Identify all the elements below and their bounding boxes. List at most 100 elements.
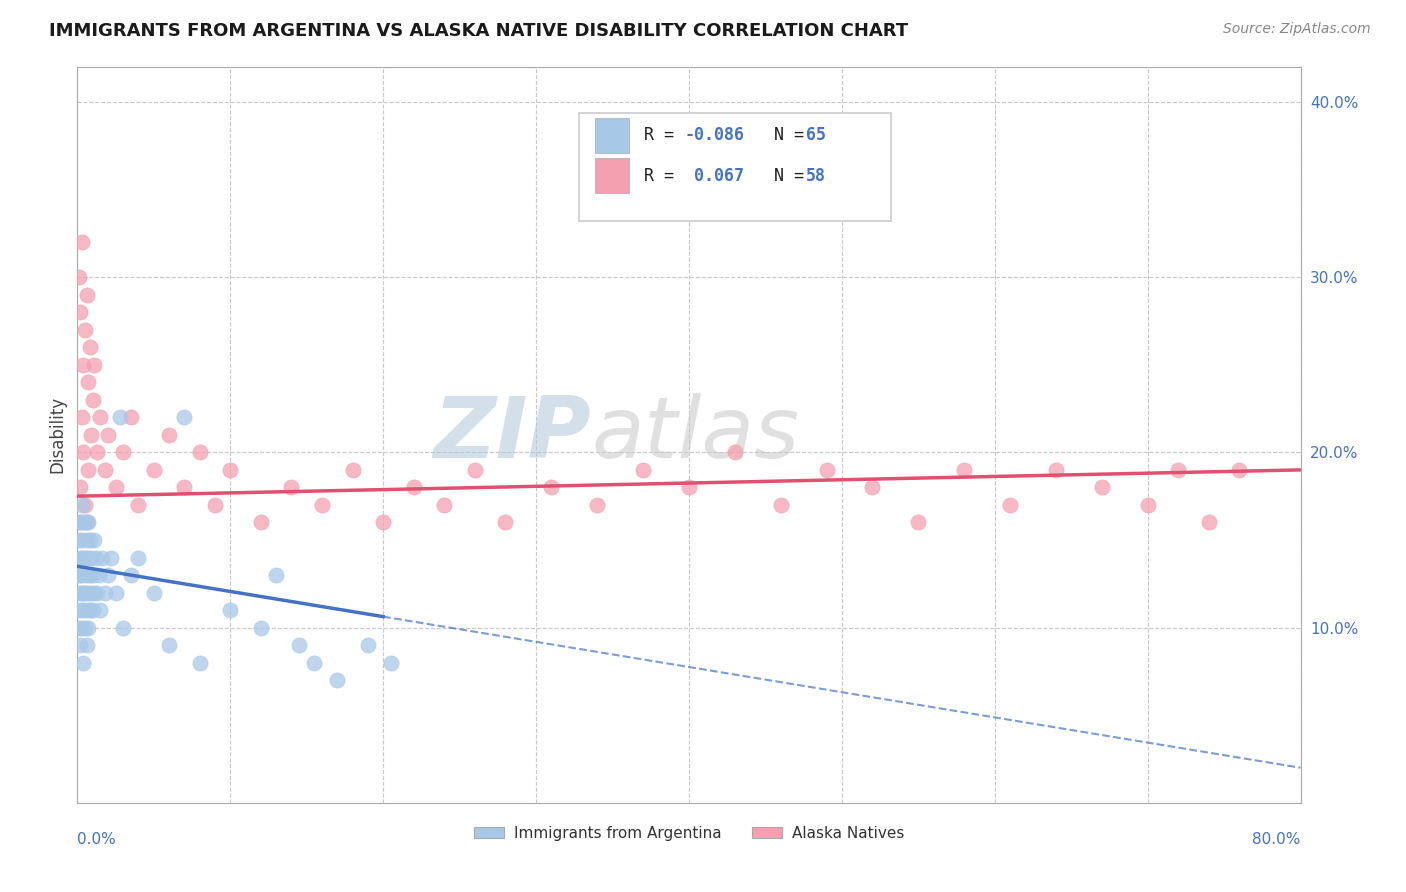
Point [82,392,104,407]
Point [82,568,104,582]
Text: R =: R = [644,167,683,185]
Point [83,533,105,547]
Point [678,480,700,494]
Text: 65: 65 [807,127,827,145]
Point [104,480,127,494]
Point [433,498,456,512]
Point [86,585,108,599]
Point [77,585,100,599]
Point [82,603,104,617]
Point [1136,498,1159,512]
Point [69,550,91,565]
Point [157,638,180,652]
Point [73,516,96,530]
Point [142,585,165,599]
Bar [595,118,628,153]
Point [280,480,302,494]
Point [219,603,242,617]
Point [108,410,131,425]
Point [94,585,117,599]
Point [72,358,94,372]
Point [67,270,90,285]
Point [204,498,226,512]
Text: atlas: atlas [591,393,799,476]
Text: IMMIGRANTS FROM ARGENTINA VS ALASKA NATIVE DISABILITY CORRELATION CHART: IMMIGRANTS FROM ARGENTINA VS ALASKA NATI… [49,22,908,40]
Point [127,498,149,512]
Point [79,340,101,354]
Point [97,568,120,582]
Point [83,358,105,372]
Point [357,638,380,652]
Point [1198,516,1220,530]
Point [264,568,287,582]
Point [342,463,364,477]
Point [495,516,517,530]
Point [288,638,311,652]
Point [90,550,112,565]
Point [70,550,93,565]
Point [67,516,90,530]
Point [76,638,98,652]
Point [157,427,180,442]
Point [73,323,96,337]
Point [70,235,93,249]
Point [120,568,142,582]
Point [326,673,349,687]
Point [402,480,425,494]
Point [998,498,1021,512]
Point [76,568,98,582]
Point [70,410,93,425]
Point [69,638,91,652]
Point [127,550,149,565]
Bar [595,158,628,194]
Point [72,603,94,617]
Point [76,533,98,547]
Point [79,603,101,617]
Point [100,550,122,565]
Point [70,585,93,599]
Point [79,533,101,547]
Point [250,516,273,530]
Text: 0.067: 0.067 [685,167,744,185]
Point [76,287,98,301]
Point [112,445,135,459]
Point [907,516,929,530]
Text: Source: ZipAtlas.com: Source: ZipAtlas.com [1223,22,1371,37]
Point [142,463,165,477]
Point [1167,463,1189,477]
Point [73,498,96,512]
Point [84,550,107,565]
Point [73,621,96,635]
Point [586,498,609,512]
Point [79,568,101,582]
Point [219,463,242,477]
Point [77,516,100,530]
Point [188,445,211,459]
Point [67,568,90,582]
Text: N =: N = [754,167,814,185]
Point [1091,480,1114,494]
Point [72,568,94,582]
Point [112,621,135,635]
Point [304,656,326,670]
Point [631,463,654,477]
Point [380,656,402,670]
Point [72,585,94,599]
Point [464,463,486,477]
Point [69,568,91,582]
Point [862,480,884,494]
Point [69,305,91,319]
Point [173,480,195,494]
Point [70,498,93,512]
Point [70,533,93,547]
Point [86,445,108,459]
Point [77,376,100,390]
Point [1229,463,1251,477]
Point [769,498,792,512]
Point [311,498,333,512]
Point [953,463,976,477]
Point [724,445,747,459]
Point [250,621,273,635]
Point [72,516,94,530]
Point [97,427,120,442]
